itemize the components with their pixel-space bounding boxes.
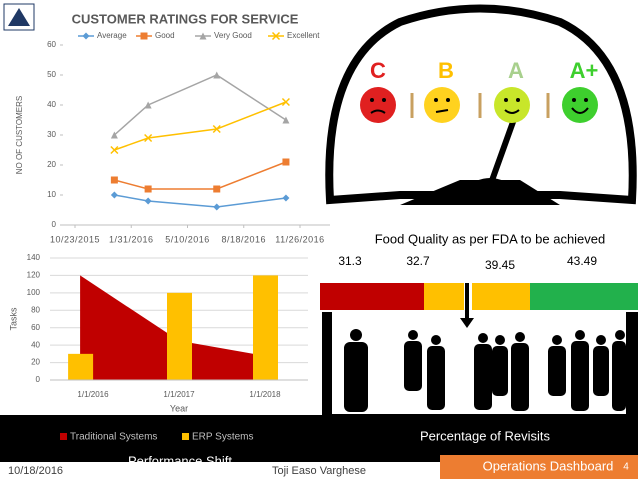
y-tick-label: 80	[31, 305, 40, 314]
quality-value: 31.3	[338, 254, 362, 268]
y-tick-label: 20	[47, 160, 56, 169]
section-box	[440, 455, 638, 479]
x-tick-label: 1/1/2017	[163, 390, 195, 399]
bar	[253, 275, 278, 380]
x-tick-label: 10/23/2015	[50, 234, 100, 244]
x-axis-label: Year	[170, 403, 188, 413]
face-dividers	[410, 93, 550, 118]
y-tick-label: 20	[31, 358, 40, 367]
point	[212, 124, 221, 134]
point	[140, 32, 148, 40]
point	[213, 185, 221, 193]
point	[144, 197, 152, 205]
grade-label: A	[508, 58, 524, 83]
page-number: 4	[623, 462, 629, 473]
bar	[167, 292, 192, 380]
legend-label: Very Good	[214, 31, 252, 40]
point	[144, 185, 152, 193]
y-tick-label: 30	[47, 130, 56, 139]
point	[199, 32, 207, 40]
quality-value: 32.7	[406, 254, 430, 268]
point	[110, 176, 118, 184]
footer-date: 10/18/2016	[8, 465, 63, 477]
quality-segment	[530, 283, 638, 310]
gauge-hub	[472, 178, 508, 198]
point	[110, 145, 119, 155]
point	[82, 32, 90, 40]
arrow-head	[460, 318, 474, 328]
x-tick-label: 1/1/2016	[77, 390, 109, 399]
point	[144, 133, 153, 143]
bar	[68, 353, 94, 380]
y-tick-label: 40	[31, 340, 40, 349]
legend-label: Traditional Systems	[70, 432, 157, 443]
series-line	[114, 161, 287, 190]
x-tick-label: 5/10/2016	[165, 234, 210, 244]
revisit-caption: Percentage of Revisits	[420, 428, 551, 443]
point	[144, 101, 152, 109]
face-c	[360, 87, 396, 123]
y-tick-label: 0	[36, 375, 41, 384]
face-mouths	[370, 107, 589, 114]
food-quality-title: Food Quality as per FDA to be achieved	[375, 231, 606, 246]
x-tick-label: 11/26/2016	[275, 234, 324, 244]
quality-segment	[424, 283, 464, 310]
legend-swatch	[182, 433, 189, 440]
y-tick-label: 0	[52, 220, 57, 229]
quality-value: 39.45	[485, 258, 515, 272]
y-tick-label: 100	[27, 288, 41, 297]
y-tick-label: 140	[27, 253, 41, 262]
point	[213, 71, 221, 79]
chart-title: CUSTOMER RATINGS FOR SERVICE	[72, 11, 299, 26]
point	[110, 131, 118, 139]
series-line	[114, 194, 287, 208]
quality-segment	[320, 283, 424, 310]
point	[282, 158, 290, 166]
y-axis-label: Tasks	[8, 307, 18, 331]
series-line	[114, 101, 287, 151]
legend-label: Excellent	[287, 31, 320, 40]
x-tick-label: 8/18/2016	[221, 234, 266, 244]
face-b	[424, 87, 460, 123]
y-tick-label: 10	[47, 190, 56, 199]
section-label: Operations Dashboard	[483, 458, 614, 473]
y-tick-label: 60	[47, 40, 56, 49]
y-tick-label: 60	[31, 323, 40, 332]
point	[282, 116, 290, 124]
quality-value: 43.49	[567, 254, 597, 268]
point	[281, 97, 290, 107]
y-axis-label: NO OF CUSTOMERS	[15, 96, 24, 175]
point	[213, 203, 221, 211]
people-silhouettes	[344, 329, 626, 412]
quality-segment	[472, 283, 530, 310]
footer-author: Toji Easo Varghese	[272, 465, 366, 477]
x-tick-label: 1/31/2016	[109, 234, 154, 244]
legend-label: ERP Systems	[192, 432, 254, 443]
area	[80, 275, 278, 380]
legend-label: Good	[155, 31, 175, 40]
face-a-plus	[562, 87, 598, 123]
y-tick-label: 50	[47, 70, 56, 79]
point	[271, 31, 281, 41]
series-line	[113, 74, 287, 136]
face-a	[494, 87, 530, 123]
legend-label: Average	[97, 31, 127, 40]
legend-swatch	[60, 433, 67, 440]
grade-label: C	[370, 58, 386, 83]
point	[282, 194, 290, 202]
grade-label: A+	[570, 58, 599, 83]
y-tick-label: 120	[27, 271, 41, 280]
face-eyes	[370, 98, 588, 102]
performance-caption: Performance Shift	[128, 453, 232, 468]
y-tick-label: 40	[47, 100, 56, 109]
grade-label: B	[438, 58, 454, 83]
bottom-band	[0, 415, 638, 462]
x-tick-label: 1/1/2018	[249, 390, 281, 399]
point	[110, 191, 118, 199]
logo-mark	[8, 8, 30, 26]
